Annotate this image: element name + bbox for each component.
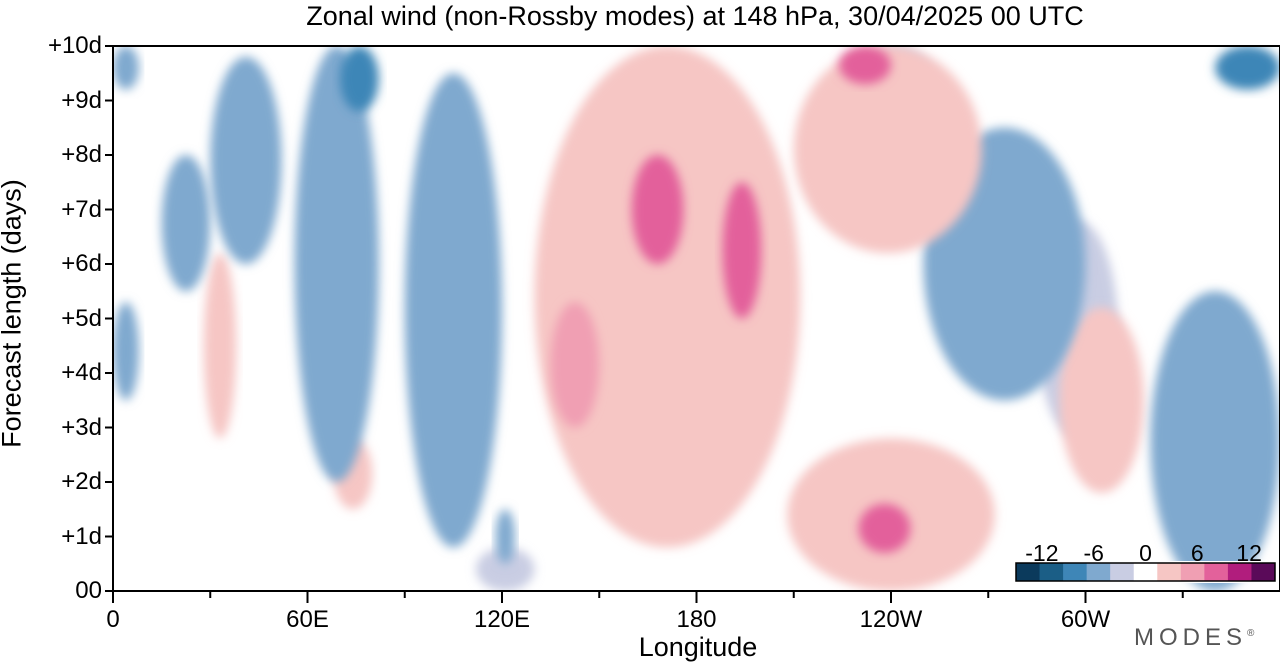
colorbar-swatch bbox=[1086, 563, 1111, 581]
chart-title: Zonal wind (non-Rossby modes) at 148 hPa… bbox=[306, 1, 1084, 31]
y-tick-label: +9d bbox=[61, 86, 102, 114]
wind-anomaly-region-5 bbox=[339, 46, 379, 112]
wind-anomaly-region-21 bbox=[839, 46, 891, 85]
colorbar-swatch bbox=[1110, 563, 1135, 581]
wind-anomaly-region-19 bbox=[858, 503, 911, 553]
colorbar-swatch bbox=[1157, 563, 1182, 581]
wind-anomaly-region-13 bbox=[1215, 46, 1280, 90]
wind-anomaly-region-20 bbox=[793, 46, 982, 254]
wind-anomaly-region-2 bbox=[161, 155, 211, 292]
x-tick-label: 0 bbox=[106, 606, 120, 633]
colorbar-swatch bbox=[1133, 563, 1158, 581]
colorbar-tick-label: 6 bbox=[1190, 540, 1204, 566]
x-tick-label: 60E bbox=[286, 606, 329, 633]
wind-anomaly-region-22 bbox=[1059, 307, 1144, 493]
wind-anomaly-region-16 bbox=[722, 182, 762, 319]
wind-anomaly-region-7 bbox=[495, 509, 515, 564]
brand-logo: MODES® bbox=[1134, 624, 1255, 651]
x-tick-label: 120E bbox=[473, 606, 531, 633]
colorbar-swatch bbox=[1063, 563, 1088, 581]
colorbar-swatch bbox=[1251, 563, 1276, 581]
y-tick-label: +2d bbox=[61, 468, 102, 495]
y-tick-label: +1d bbox=[61, 522, 102, 550]
y-tick-label: +10d bbox=[47, 32, 102, 59]
colorbar-swatch bbox=[1039, 563, 1064, 581]
x-axis-label: Longitude bbox=[638, 632, 758, 662]
wind-anomaly-region-14 bbox=[534, 46, 801, 548]
wind-anomaly-region-24 bbox=[203, 253, 237, 439]
y-tick-label: +4d bbox=[61, 359, 102, 386]
y-tick-label: +3d bbox=[61, 413, 102, 441]
wind-anomaly-region-15 bbox=[631, 155, 684, 264]
colorbar-tick-label: -12 bbox=[1025, 540, 1059, 566]
colorbar-tick-label: 0 bbox=[1139, 540, 1152, 566]
wind-anomaly-region-1 bbox=[113, 46, 139, 90]
wind-anomaly-region-8 bbox=[476, 547, 535, 591]
colorbar-swatch bbox=[1180, 563, 1205, 581]
wind-anomaly-region-17 bbox=[550, 302, 600, 428]
wind-anomaly-region-6 bbox=[404, 73, 502, 548]
y-tick-label: +7d bbox=[61, 195, 102, 223]
y-tick-label: 00 bbox=[75, 577, 102, 604]
x-tick-label: 60W bbox=[1060, 606, 1111, 633]
colorbar-swatch bbox=[1204, 563, 1229, 581]
colorbar-tick-label: 12 bbox=[1236, 540, 1262, 566]
colorbar-tick-label: -6 bbox=[1083, 540, 1104, 566]
y-tick-label: +5d bbox=[61, 304, 102, 332]
x-tick-label: 120W bbox=[859, 606, 923, 633]
wind-anomaly-region-12 bbox=[1150, 291, 1280, 591]
wind-anomaly-region-0 bbox=[113, 302, 139, 401]
wind-anomaly-region-3 bbox=[210, 56, 282, 264]
colorbar-frame bbox=[1015, 562, 1276, 582]
x-tick-label: 180 bbox=[676, 606, 717, 633]
colorbar-swatch bbox=[1227, 563, 1252, 581]
y-tick-label: +8d bbox=[61, 141, 102, 168]
y-tick-label: +6d bbox=[61, 250, 102, 277]
colorbar-swatch bbox=[1016, 563, 1041, 581]
wind-anomaly-region-4 bbox=[294, 46, 379, 482]
